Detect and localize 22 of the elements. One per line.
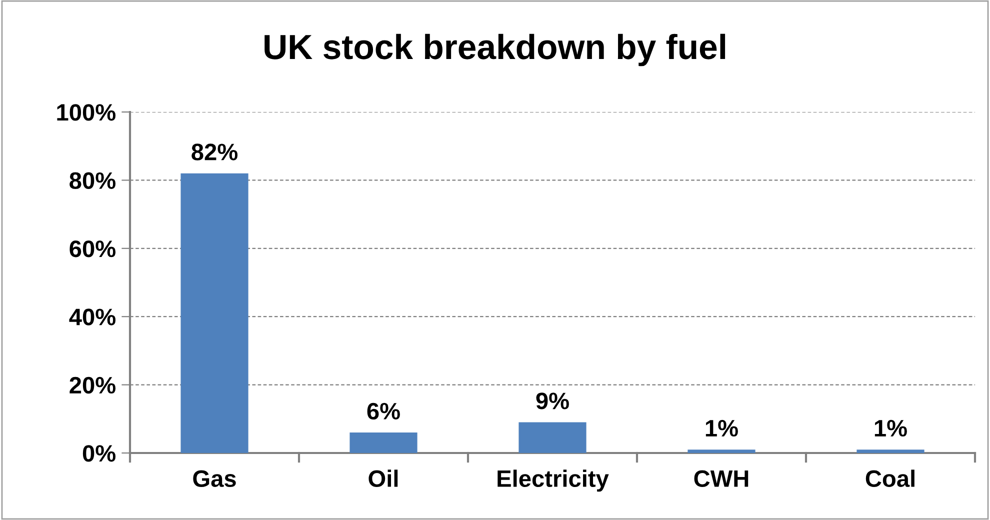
y-tick-label: 100%	[57, 104, 116, 121]
bar	[518, 422, 586, 453]
data-label: 6%	[367, 402, 400, 420]
data-label: 1%	[706, 420, 738, 437]
y-tick-label: 40%	[69, 308, 116, 326]
x-tick-label: Oil	[368, 470, 398, 488]
bar	[350, 432, 418, 453]
x-tick-label: Electricity	[498, 470, 609, 492]
x-tick-label: Gas	[193, 470, 236, 488]
x-tick-label: CWH	[694, 470, 748, 488]
data-label: 82%	[192, 144, 238, 160]
data-label: 9%	[536, 392, 569, 410]
y-tick-label: 20%	[70, 376, 116, 394]
data-label: 1%	[874, 420, 907, 437]
y-tick-label: 60%	[70, 240, 116, 258]
chart-title: UK stock breakdown by fuel	[264, 34, 726, 66]
bar	[856, 450, 924, 453]
bar	[688, 450, 756, 453]
y-tick-label: 0%	[82, 445, 116, 462]
bar	[180, 173, 248, 453]
y-tick-label: 80%	[70, 172, 116, 189]
x-tick-label: Coal	[866, 470, 914, 488]
